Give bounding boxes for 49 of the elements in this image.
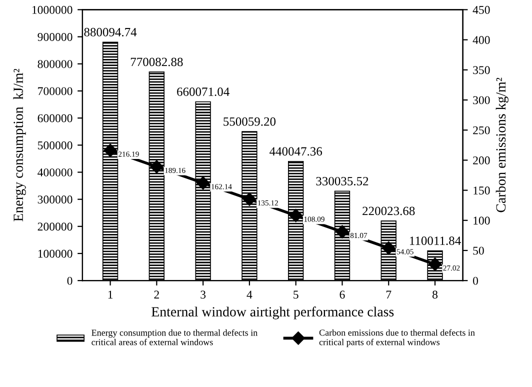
x-tick-label: 8 — [432, 290, 438, 299]
x-tick-label: 4 — [246, 290, 252, 298]
y2-tick-label: 200 — [473, 156, 490, 164]
y2-tick-label: 250 — [473, 126, 490, 134]
legend-label: Energy consumption due to thermal defects in critical areas of external windows — [92, 329, 258, 346]
data-label: 550059.20 — [224, 117, 276, 126]
y2-tick-label: 300 — [473, 96, 490, 104]
point — [336, 225, 349, 238]
y2-tick-label: 350 — [473, 66, 490, 74]
y2-tick-label: 100 — [474, 216, 490, 225]
data-label: 330035.52 — [316, 176, 368, 186]
y-tick-label: 200000 — [38, 222, 72, 231]
x-tick-label: 6 — [340, 290, 345, 299]
x-tick-label: 2 — [154, 290, 159, 298]
point — [382, 241, 396, 255]
data-label: 220023.68 — [362, 206, 415, 216]
point — [196, 176, 210, 190]
y2-tick-label: 150 — [474, 186, 490, 194]
y2-axis-title: Carbon emissions kg/m² — [496, 78, 508, 212]
point — [104, 144, 117, 158]
y2-tick-label: 0 — [473, 276, 478, 285]
point — [289, 208, 302, 222]
point — [242, 192, 256, 206]
y2-tick-label: 50 — [473, 246, 484, 255]
data-label: 440047.36 — [270, 147, 322, 156]
y-tick-label: 600000 — [38, 114, 72, 122]
y-axis-title: Energy consumption kJ/m² — [13, 68, 26, 222]
y-tick-label: 1000000 — [32, 6, 72, 14]
y2-tick-label: 450 — [472, 6, 490, 14]
legend-label: Carbon emissions due to thermal defects in critical parts of external windows — [319, 329, 475, 348]
x-axis-title: Enternal window airtight performance class — [152, 306, 394, 320]
x-tick-label: 7 — [386, 290, 392, 298]
point — [150, 160, 164, 174]
y-tick-label: 700000 — [38, 87, 72, 96]
data-label: 660071.04 — [177, 88, 230, 96]
data-label: 770082.88 — [130, 58, 183, 66]
y-tick-label: 500000 — [38, 141, 72, 150]
x-tick-label: 1 — [108, 290, 113, 298]
y-tick-label: 100000 — [38, 250, 72, 258]
data-label: 880094.74 — [84, 28, 137, 36]
y-tick-label: 900000 — [38, 33, 72, 41]
y-tick-label: 800000 — [38, 60, 72, 68]
y2-tick-label: 400 — [472, 36, 490, 44]
x-tick-label: 5 — [294, 290, 298, 299]
x-tick-label: 3 — [200, 290, 206, 299]
data-label: 110011.84 — [410, 236, 461, 246]
y-tick-label: 300000 — [38, 196, 72, 204]
y-tick-label: 400000 — [38, 168, 72, 176]
y-tick-label: 0 — [67, 276, 72, 285]
